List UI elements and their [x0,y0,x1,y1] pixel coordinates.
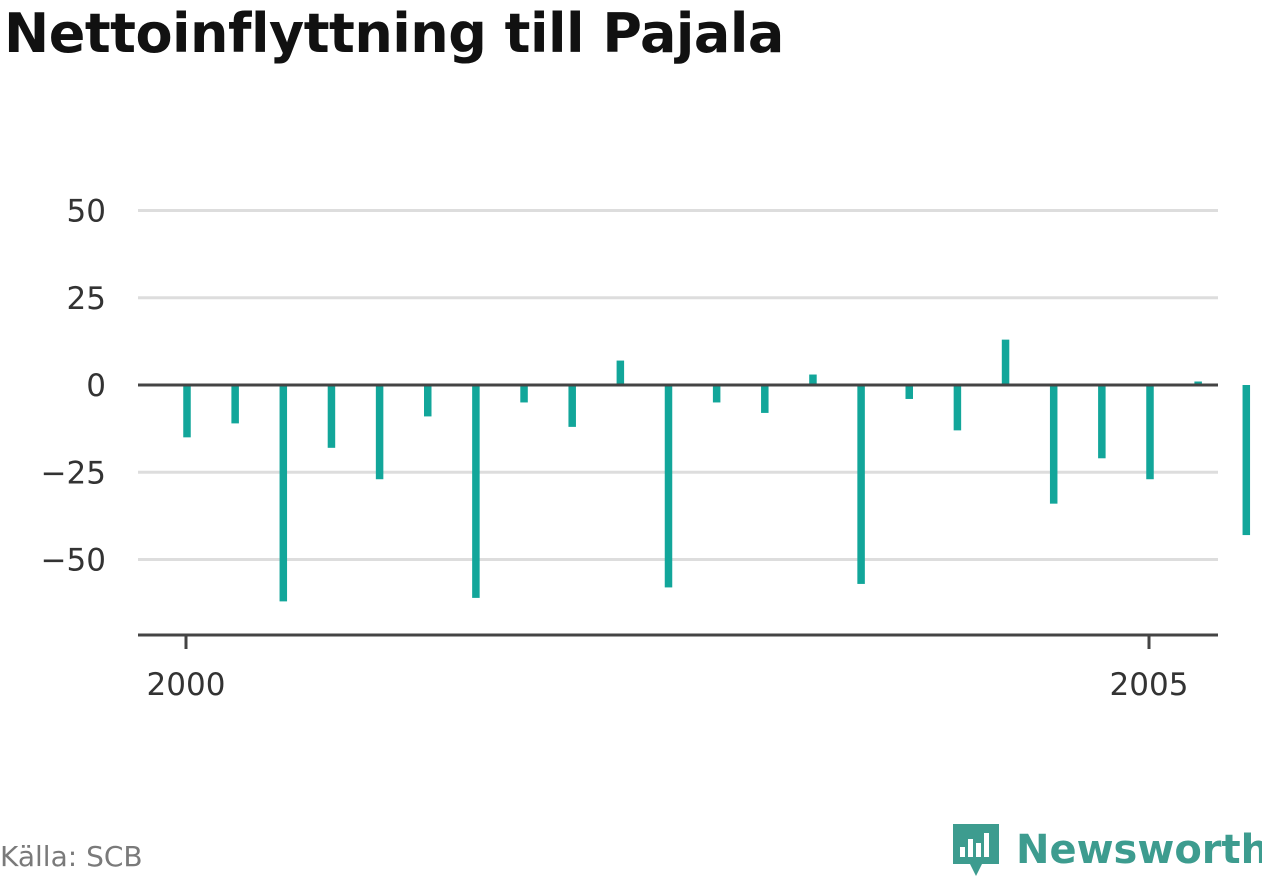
bar-chart-pin-icon [953,824,999,876]
bar [809,374,817,385]
bar [327,385,336,448]
source-note: Källa: SCB [0,840,143,873]
bar [712,385,721,403]
brand-name: Newsworthy [1016,827,1262,873]
axes [138,383,1218,649]
y-tick-label: 0 [86,368,106,404]
bar [1001,339,1010,385]
x-tick-label: 2000 [147,667,226,703]
bar [1194,381,1202,385]
bar [279,385,288,602]
chart-title: Nettoinflyttning till Pajala [4,2,784,65]
y-tick-label: −25 [41,455,106,491]
bar [857,385,865,584]
bar [472,385,480,598]
bar [905,385,913,399]
bar [375,385,384,480]
bars [183,339,1251,602]
bar [953,385,962,431]
bar [568,385,576,427]
gridlines [138,209,1218,561]
bar [761,385,769,413]
x-tick-label: 2005 [1110,667,1189,703]
bar [616,360,625,385]
bar [424,385,432,417]
bar [520,385,528,403]
bar [1098,385,1106,459]
y-tick-label: 25 [67,281,106,317]
bar [1049,385,1058,504]
brand-logo: Newsworthy [950,820,1262,880]
tick-labels: −50−2502550200020052010201520202025 [41,194,1189,704]
bar [183,385,191,438]
y-tick-label: −50 [41,543,106,579]
y-tick-label: 50 [67,194,106,230]
bar [1242,385,1251,536]
bar [231,385,239,424]
bar [664,385,673,588]
bar-chart: −50−2502550200020052010201520202025 [41,194,1251,704]
bar [1146,385,1154,480]
